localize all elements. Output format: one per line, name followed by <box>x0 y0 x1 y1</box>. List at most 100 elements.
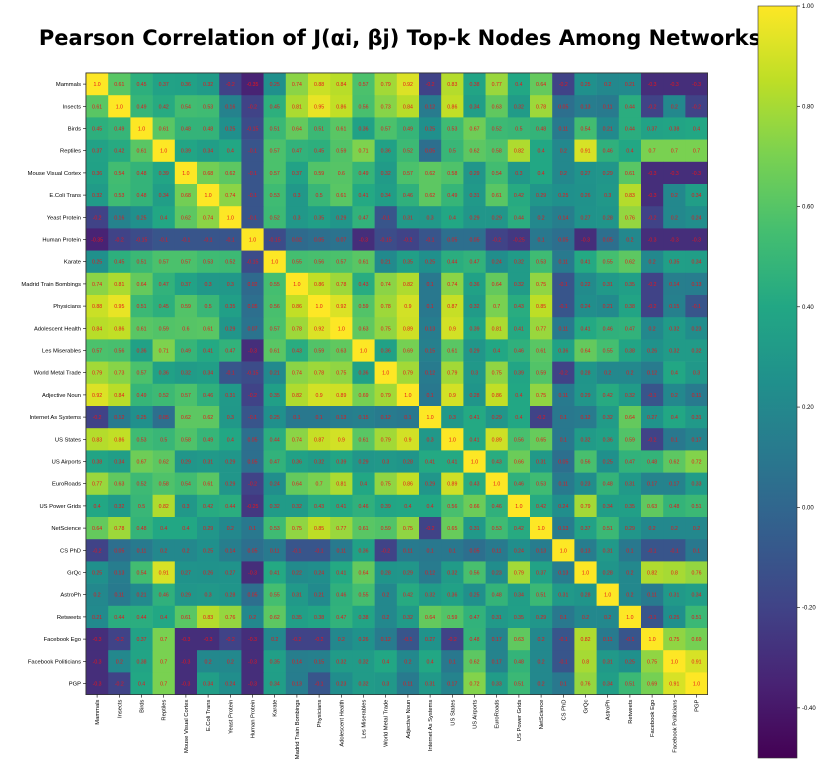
cell-value-label: -0.1 <box>648 615 657 621</box>
cell-value-label: 0.4 <box>138 682 145 688</box>
heatmap-cell <box>441 117 464 140</box>
cell-value-label: 0.21 <box>92 615 102 621</box>
heatmap-cell <box>574 73 597 96</box>
heatmap-cell <box>197 161 220 185</box>
heatmap-cell <box>86 628 109 651</box>
heatmap-cell <box>197 650 220 673</box>
cell-value-label: 0.4 <box>426 504 433 510</box>
cell-value-label: 0.79 <box>92 371 102 377</box>
heatmap-cell <box>130 605 153 629</box>
cell-value-label: 0.42 <box>203 504 213 510</box>
heatmap-cell <box>507 650 531 673</box>
cell-value-label: 0.68 <box>203 171 213 177</box>
heatmap-cell <box>596 95 620 118</box>
heatmap-cell <box>685 428 708 451</box>
cell-value-label: 0.07 <box>247 326 257 332</box>
heatmap-cell <box>263 317 287 340</box>
cell-value-label: 0.23 <box>580 482 590 488</box>
cell-value-label: -0.15 <box>269 238 281 244</box>
cell-value-label: 0.38 <box>625 349 635 355</box>
cell-value-label: 0.41 <box>336 571 346 577</box>
heatmap-cell <box>663 228 686 251</box>
cell-value-label: 0.53 <box>136 437 146 443</box>
heatmap-cell <box>596 295 620 318</box>
heatmap-cell <box>86 583 109 607</box>
cell-value-label: -0.1 <box>625 637 634 643</box>
cell-value-label: 0.47 <box>469 260 479 266</box>
heatmap-cell <box>374 161 398 185</box>
cell-value-label: 0.79 <box>381 437 391 443</box>
heatmap-cell <box>396 383 420 407</box>
heatmap-cell <box>396 650 420 673</box>
y-tick-label: CS PhD <box>60 548 81 554</box>
heatmap-cell <box>130 406 153 429</box>
cell-value-label: -0.2 <box>537 415 546 421</box>
heatmap-cell <box>552 406 575 429</box>
heatmap-cell <box>263 339 287 362</box>
heatmap-cell <box>86 450 109 473</box>
cell-value-label: -0.3 <box>359 238 368 244</box>
cell-value-label: 0.91 <box>580 149 590 155</box>
cell-value-label: 0.57 <box>381 127 391 133</box>
cell-value-label: 0.89 <box>447 482 457 488</box>
heatmap-cell <box>108 472 131 496</box>
cell-value-label: -0.1 <box>248 415 257 421</box>
cell-value-label: 0.58 <box>447 171 457 177</box>
cell-value-label: 0.61 <box>136 149 146 155</box>
cell-value-label: 0.83 <box>203 615 213 621</box>
cell-value-label: 0.3 <box>204 593 211 599</box>
heatmap-cell <box>618 184 642 207</box>
heatmap-cell <box>308 206 331 229</box>
heatmap-cell <box>530 628 553 651</box>
cell-value-label: 0.75 <box>536 282 546 288</box>
cell-value-label: 0.1 <box>426 304 433 310</box>
heatmap-cell <box>396 517 420 540</box>
heatmap-cell <box>485 206 509 229</box>
heatmap-cell <box>263 472 287 496</box>
cell-value-label: 0.48 <box>136 171 146 177</box>
heatmap-cell <box>174 161 198 185</box>
cell-value-label: 0.5 <box>315 193 322 199</box>
heatmap-cell <box>574 450 597 473</box>
heatmap-cell <box>285 605 309 629</box>
cell-value-label: 1.0 <box>204 193 211 199</box>
cell-value-label: 0.29 <box>181 460 191 466</box>
heatmap-cell <box>86 561 109 584</box>
cell-value-label: 0.86 <box>114 437 124 443</box>
cell-value-label: 0.74 <box>447 282 457 288</box>
heatmap-cell <box>419 117 442 140</box>
heatmap-cell <box>663 383 686 407</box>
cell-value-label: 0.32 <box>691 349 701 355</box>
colorbar-tick-label: 0.00 <box>802 505 814 511</box>
cell-value-label: 0.43 <box>492 460 502 466</box>
heatmap-cell <box>374 139 398 163</box>
heatmap-cell <box>574 139 597 163</box>
cell-value-label: 0.9 <box>338 437 345 443</box>
cell-value-label: 0.51 <box>536 593 546 599</box>
cell-value-label: 0.53 <box>492 526 502 532</box>
cell-value-label: 0.28 <box>403 460 413 466</box>
heatmap-cell <box>174 450 198 473</box>
cell-value-label: 0.59 <box>447 615 457 621</box>
heatmap-cell <box>618 561 642 584</box>
heatmap-cell <box>263 605 287 629</box>
cell-value-label: 0.61 <box>336 127 346 133</box>
y-tick-label: Facebook Ego <box>44 637 81 643</box>
cell-value-label: 0.41 <box>358 193 368 199</box>
cell-value-label: 0.14 <box>669 282 679 288</box>
cell-value-label: 0.4 <box>671 371 678 377</box>
heatmap-cell <box>419 517 442 540</box>
cell-value-label: 0.05 <box>247 548 257 554</box>
cell-value-label: 0.32 <box>669 326 679 332</box>
heatmap-cell <box>552 494 575 518</box>
cell-value-label: 0.32 <box>603 415 613 421</box>
cell-value-label: 0.61 <box>358 526 368 532</box>
cell-value-label: 0.69 <box>691 637 701 643</box>
heatmap-cell <box>174 295 198 318</box>
cell-value-label: 0.48 <box>603 482 613 488</box>
cell-value-label: 0.52 <box>159 393 169 399</box>
heatmap-cell <box>507 250 531 274</box>
cell-value-label: 0.92 <box>92 393 102 399</box>
colorbar-tick-label: 0.60 <box>802 205 814 211</box>
heatmap-cell <box>485 117 509 140</box>
